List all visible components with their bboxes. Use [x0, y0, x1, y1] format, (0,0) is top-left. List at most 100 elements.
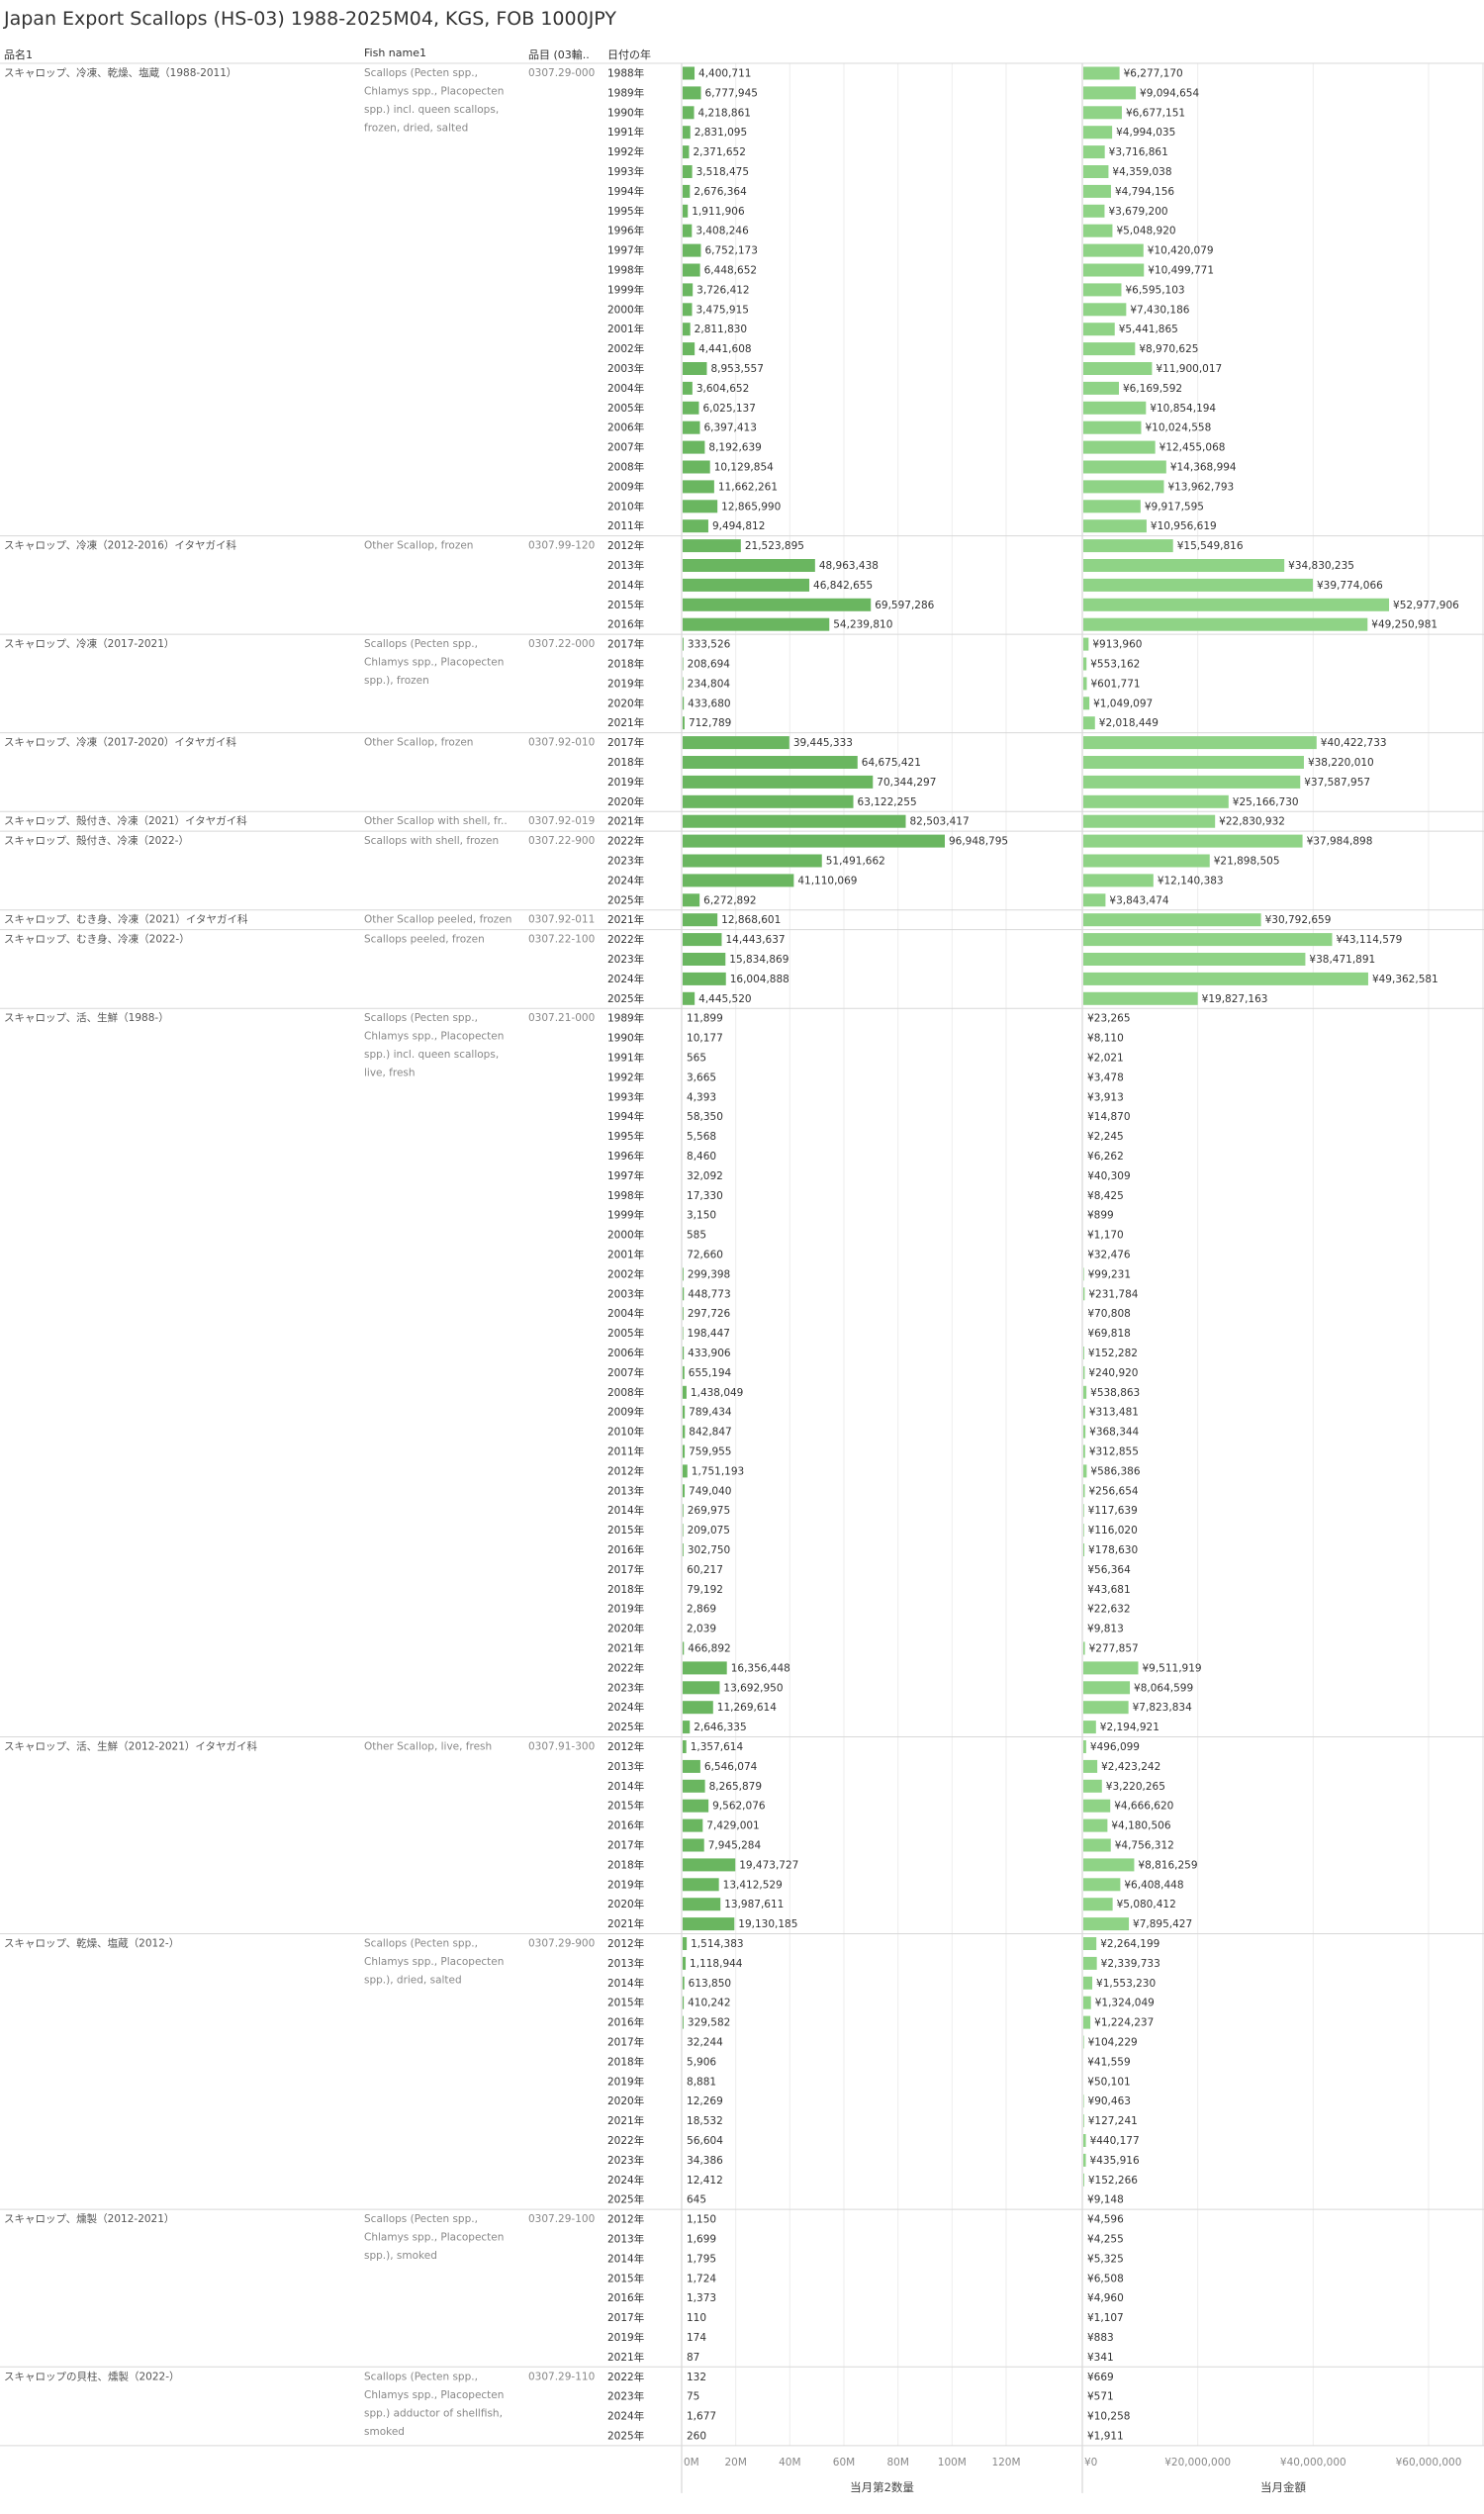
qty-bar	[683, 1347, 685, 1359]
year-label: 2009年	[607, 480, 644, 493]
header-year: 日付の年	[607, 48, 651, 61]
qty-tick-label: 100M	[938, 2457, 967, 2468]
year-label: 2015年	[607, 1524, 644, 1536]
year-label: 2016年	[607, 2016, 644, 2029]
qty-label: 56,604	[687, 2135, 723, 2147]
qty-bar	[683, 204, 689, 218]
qty-bar	[683, 1956, 687, 1970]
qty-bar	[683, 1444, 686, 1458]
qty-bar	[683, 86, 701, 100]
qty-label: 234,804	[688, 678, 731, 690]
qty-bar	[683, 1721, 691, 1734]
year-label: 2013年	[607, 2233, 644, 2246]
qty-bar	[683, 1878, 719, 1892]
qty-label: 70,344,297	[877, 777, 936, 789]
qty-label: 1,751,193	[692, 1465, 744, 1477]
value-label: ¥69,818	[1087, 1328, 1130, 1340]
qty-bar	[683, 953, 726, 966]
value-bar	[1083, 440, 1156, 454]
value-label: ¥341	[1087, 2352, 1114, 2364]
value-label: ¥6,277,170	[1124, 68, 1183, 80]
year-label: 2022年	[607, 933, 644, 946]
group-name-en: Other Scallop, frozen	[364, 540, 473, 552]
group-name-jp: スキャロップ、冷凍、乾燥、塩蔵（1988-2011）	[4, 66, 236, 79]
qty-bar	[683, 1641, 685, 1655]
year-label: 2020年	[607, 1623, 644, 1635]
qty-label: 1,699	[687, 2234, 716, 2246]
group-name-en: Chlamys spp., Placopecten	[364, 657, 504, 669]
qty-bar	[683, 775, 874, 789]
value-bar	[1083, 953, 1306, 966]
qty-label: 110	[687, 2312, 706, 2324]
group-code: 0307.22-900	[528, 835, 595, 847]
value-bar	[1083, 1365, 1085, 1379]
value-bar	[1083, 303, 1127, 317]
qty-label: 16,356,448	[731, 1662, 790, 1674]
group-code: 0307.22-000	[528, 638, 595, 650]
value-label: ¥3,679,200	[1108, 206, 1167, 218]
value-axis-title: 当月金額	[1260, 2480, 1306, 2494]
year-label: 2001年	[607, 1249, 644, 1261]
qty-label: 613,850	[689, 1978, 731, 1990]
year-label: 2016年	[607, 1543, 644, 1556]
year-label: 2015年	[607, 1800, 644, 1813]
qty-bar	[683, 559, 815, 572]
value-label: ¥496,099	[1090, 1741, 1140, 1753]
value-label: ¥256,654	[1088, 1485, 1138, 1497]
qty-tick-label: 120M	[991, 2457, 1020, 2468]
qty-label: 2,371,652	[693, 146, 745, 158]
year-label: 1997年	[607, 1169, 644, 1182]
group-name-jp: スキャロップ、殻付き、冷凍（2021）イタヤガイ科	[4, 814, 247, 827]
group-name-jp: スキャロップの貝柱、燻製（2022-）	[4, 2370, 180, 2382]
qty-tick-label: 40M	[779, 2457, 800, 2468]
qty-label: 4,445,520	[698, 993, 751, 1005]
qty-label: 1,795	[687, 2253, 716, 2265]
value-bar	[1083, 775, 1301, 789]
group-code: 0307.29-000	[528, 67, 595, 79]
year-label: 2022年	[607, 1661, 644, 1674]
group-code: 0307.21-000	[528, 1012, 595, 1024]
value-bar	[1083, 913, 1261, 927]
qty-label: 2,646,335	[694, 1722, 746, 1733]
value-label: ¥6,169,592	[1123, 383, 1182, 395]
value-bar	[1083, 1976, 1093, 1990]
year-label: 2023年	[607, 1681, 644, 1694]
qty-bar	[683, 874, 794, 887]
value-bar	[1083, 1347, 1084, 1359]
value-label: ¥1,170	[1087, 1230, 1124, 1242]
qty-bar	[683, 1759, 700, 1773]
qty-bar	[683, 126, 691, 140]
year-label: 2008年	[607, 461, 644, 474]
qty-label: 208,694	[688, 659, 731, 671]
year-label: 1993年	[607, 165, 644, 178]
year-label: 2024年	[607, 874, 644, 886]
qty-label: 2,869	[687, 1604, 716, 1616]
year-label: 2014年	[607, 1977, 644, 1990]
qty-label: 7,945,284	[708, 1840, 762, 1852]
year-label: 1992年	[607, 145, 644, 158]
value-bar	[1083, 1484, 1085, 1498]
year-label: 2005年	[607, 1327, 644, 1340]
qty-label: 82,503,417	[910, 816, 970, 828]
qty-label: 1,911,906	[692, 206, 745, 218]
qty-bar	[683, 440, 705, 454]
year-label: 2017年	[607, 2036, 644, 2049]
qty-label: 79,192	[687, 1584, 723, 1596]
group-code: 0307.91-300	[528, 1741, 595, 1753]
value-bar	[1083, 1721, 1096, 1734]
year-label: 2017年	[607, 736, 644, 749]
qty-label: 433,680	[688, 698, 730, 709]
value-bar	[1083, 145, 1105, 159]
value-label: ¥43,114,579	[1337, 934, 1403, 946]
qty-label: 645	[687, 2194, 706, 2206]
year-label: 2012年	[607, 539, 644, 552]
qty-label: 297,726	[688, 1308, 731, 1320]
qty-label: 565	[687, 1053, 706, 1065]
group-name-en: spp.) incl. queen scallops,	[364, 1049, 499, 1061]
year-label: 2016年	[607, 618, 644, 631]
year-label: 2024年	[607, 1701, 644, 1714]
value-label: ¥152,266	[1088, 2175, 1138, 2187]
qty-label: 1,373	[687, 2292, 716, 2304]
qty-label: 8,265,879	[709, 1781, 762, 1793]
